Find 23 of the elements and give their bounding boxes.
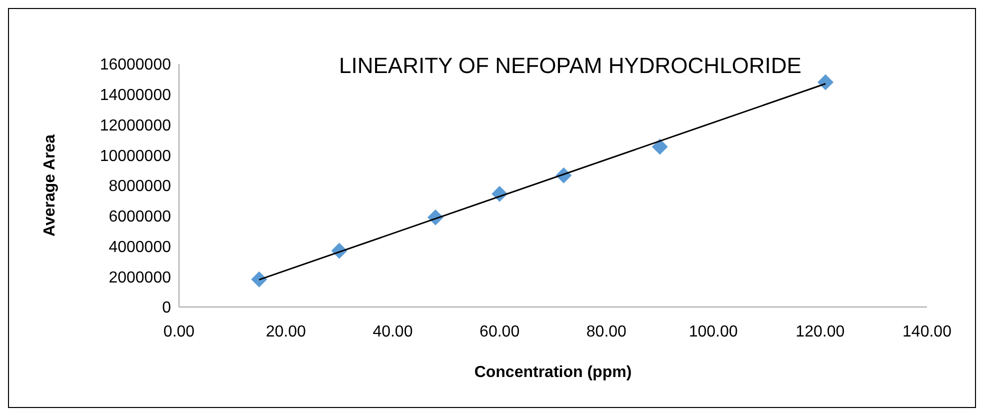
y-tick-label: 14000000 [100, 87, 172, 104]
point [652, 138, 668, 155]
point [251, 271, 268, 288]
y-tick-label: 10000000 [100, 148, 172, 165]
x-tick-label: 80.00 [586, 323, 627, 340]
x-tick-label: 60.00 [480, 323, 520, 340]
point [817, 74, 834, 90]
y-tick-label: 2000000 [108, 269, 172, 286]
x-tick-label: 40.00 [372, 323, 413, 340]
y-tick-label: 0 [162, 300, 172, 317]
chart-title: LINEARITY OF NEFOPAM HYDROCHLORIDE [339, 53, 802, 79]
x-tick-label: 100.00 [688, 323, 738, 340]
y-tick-label: 12000000 [100, 117, 172, 134]
y-tick-label: 4000000 [108, 238, 172, 256]
y-tick-label: 8000000 [108, 178, 172, 196]
x-tick-label: 0.00 [163, 323, 195, 340]
x-axis-title: Concentration (ppm) [474, 364, 632, 381]
x-tick-label: 140.00 [902, 323, 952, 340]
x-tick-label: 20.00 [266, 323, 306, 340]
y-tick-label: 16000000 [100, 56, 172, 74]
y-axis-title: Average Area [42, 134, 59, 236]
x-tick-label: 120.00 [796, 323, 845, 340]
y-tick-label: 6000000 [108, 208, 172, 226]
